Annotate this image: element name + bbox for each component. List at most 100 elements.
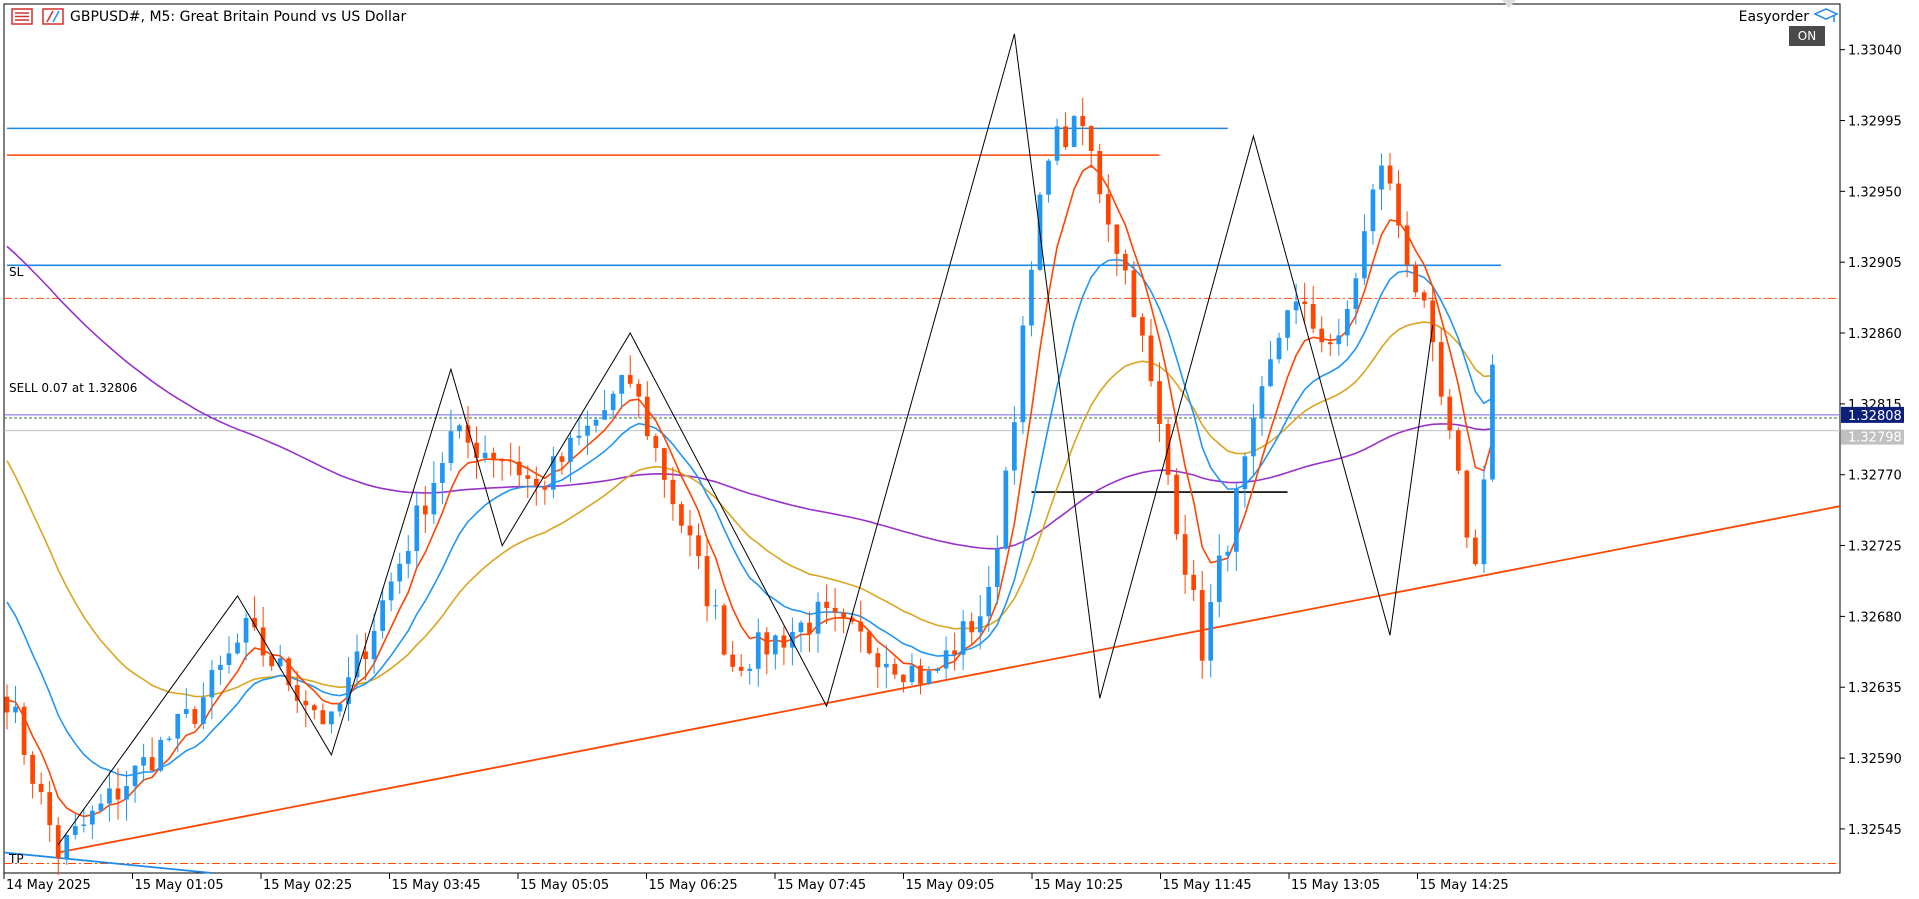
candle-body	[107, 788, 112, 804]
candle-body	[559, 456, 565, 462]
x-tick-label: 15 May 07:45	[777, 878, 866, 893]
ask-price-tag-text: 1.32798	[1848, 431, 1902, 446]
candle-body	[918, 665, 923, 684]
candle-body	[670, 479, 676, 505]
candle-body	[832, 607, 838, 613]
candle-body	[474, 442, 479, 458]
candle-body	[730, 654, 736, 667]
candle-body	[1088, 126, 1094, 152]
x-tick-label: 15 May 09:05	[906, 878, 995, 893]
candle-body	[585, 425, 590, 436]
candle-body	[815, 601, 821, 634]
x-tick-label: 15 May 10:25	[1034, 878, 1123, 893]
candle-body	[1080, 116, 1086, 127]
candle-body	[329, 711, 334, 725]
candle-body	[422, 505, 428, 515]
candle-body	[1310, 304, 1316, 329]
candle-body	[1285, 310, 1290, 338]
expert-on-button[interactable]: ON	[1789, 26, 1825, 46]
candle-body	[841, 612, 846, 618]
candle-body	[1362, 231, 1367, 279]
time-axis[interactable]: 14 May 2025 15 May 01:05 15 May 02:25 15 Ma…	[3, 873, 1509, 893]
candle-body	[21, 706, 27, 755]
candle-body	[269, 655, 274, 667]
candle-body	[47, 792, 53, 826]
plot-border	[3, 3, 1841, 874]
candle-body	[141, 757, 146, 766]
candle-body	[363, 651, 368, 660]
candle-body	[610, 393, 616, 411]
candle-body	[1046, 160, 1051, 195]
candle-body	[405, 551, 411, 564]
candle-body	[1114, 224, 1120, 254]
candle-body	[38, 783, 44, 793]
y-tick-label: 1.32770	[1848, 469, 1902, 484]
candle-body	[132, 765, 138, 787]
chart-menu-icon[interactable]	[11, 8, 33, 25]
candle-body	[883, 663, 889, 668]
chart-frame	[3, 3, 1841, 874]
candle-body	[909, 665, 915, 683]
candle-body	[533, 478, 539, 487]
candle-body	[602, 410, 607, 420]
y-tick-label: 1.33040	[1848, 44, 1902, 59]
candle-body	[866, 631, 872, 654]
candle-body	[858, 621, 864, 632]
candle-body	[64, 834, 70, 859]
candle-body	[201, 697, 206, 724]
x-tick-label: 15 May 06:25	[649, 878, 738, 893]
y-tick-label: 1.32995	[1848, 114, 1902, 129]
one-click-panel-toggle-icon[interactable]	[1502, 0, 1516, 8]
candle-body	[1251, 418, 1256, 457]
y-tick-label: 1.32950	[1848, 185, 1902, 200]
candle-body	[679, 504, 684, 526]
candle-body	[772, 635, 778, 655]
candle-body	[747, 668, 753, 671]
candle-body	[1063, 126, 1068, 148]
candle-body	[1225, 551, 1231, 556]
candle-body	[593, 419, 599, 426]
candle-body	[1353, 278, 1359, 309]
candle-body	[755, 632, 761, 669]
candle-body	[935, 668, 940, 672]
candle-body	[166, 738, 172, 740]
candle-body	[1157, 381, 1162, 425]
candle-body	[1234, 488, 1239, 552]
candle-body	[1140, 317, 1145, 336]
candle-body	[388, 581, 394, 601]
candle-body	[551, 456, 556, 490]
x-tick-label: 14 May 2025	[6, 878, 91, 893]
candle-body	[943, 650, 949, 669]
candle-body	[875, 653, 881, 668]
candle-body	[1105, 194, 1111, 225]
candle-body	[371, 630, 377, 660]
candle-body	[969, 621, 975, 633]
candle-body	[175, 713, 181, 739]
candle-body	[508, 460, 514, 462]
candle-body	[346, 677, 351, 704]
symbol-title: GBPUSD#, M5: Great Britain Pound vs US D…	[70, 9, 406, 25]
candle-body	[1148, 335, 1154, 382]
horizontal-levels[interactable]	[4, 127, 1840, 865]
x-tick-label: 15 May 11:45	[1163, 878, 1252, 893]
candle-body	[81, 824, 87, 826]
trendline-blue[interactable]	[3, 851, 212, 874]
candle-body	[696, 535, 701, 557]
candle-body	[926, 671, 932, 684]
candle-body	[901, 674, 906, 683]
trendlines[interactable]	[3, 505, 1841, 874]
candle-body	[414, 505, 420, 552]
candle-body	[1199, 590, 1205, 661]
candle-body	[619, 375, 625, 394]
candle-body	[1097, 151, 1103, 195]
candle-body	[499, 460, 505, 462]
y-tick-label: 1.32860	[1848, 327, 1902, 342]
zigzag-indicator	[57, 33, 1434, 845]
trendline-red[interactable]	[58, 505, 1841, 854]
candle-body	[72, 825, 78, 835]
candle-body	[209, 669, 215, 698]
symbol-properties-icon[interactable]	[42, 8, 64, 25]
candle-body	[798, 622, 804, 633]
